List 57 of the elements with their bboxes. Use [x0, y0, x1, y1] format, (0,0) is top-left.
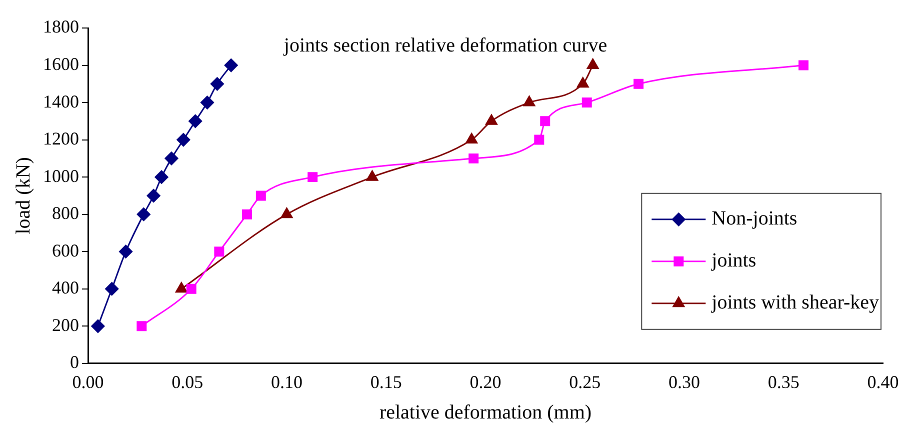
point: [186, 284, 196, 294]
y-tick-label: 1400: [43, 91, 79, 112]
point: [210, 77, 224, 91]
point: [188, 114, 202, 128]
point: [486, 114, 498, 125]
y-tick-label: 400: [52, 278, 79, 298]
x-tick-label: 0.10: [271, 372, 302, 392]
point: [634, 78, 644, 89]
y-tick-label: 1800: [43, 16, 79, 37]
point: [136, 321, 147, 332]
y-tick-label: 1000: [43, 166, 79, 186]
y-tick-label: 1200: [43, 128, 79, 149]
point: [214, 246, 224, 257]
point: [146, 188, 160, 202]
x-tick-label: 0.25: [569, 372, 601, 392]
legend-label: joints: [710, 250, 756, 272]
point: [586, 58, 599, 70]
point: [224, 58, 238, 72]
point: [175, 282, 188, 293]
legend-label: Non-joints: [712, 208, 798, 230]
legend-label: joints with shear-key: [710, 292, 879, 314]
point: [798, 60, 808, 70]
point: [466, 133, 478, 144]
point: [242, 209, 252, 220]
point: [468, 153, 479, 164]
point: [119, 244, 133, 258]
x-tick-label: 0.15: [370, 372, 402, 392]
x-tick-label: 0.05: [172, 372, 204, 392]
x-tick-label: 0.20: [470, 372, 502, 392]
y-tick-label: 800: [52, 203, 79, 224]
point: [200, 96, 214, 110]
point: [164, 152, 178, 166]
point: [154, 170, 168, 184]
point: [91, 319, 105, 333]
point: [136, 208, 150, 222]
point: [176, 133, 190, 147]
point: [366, 170, 378, 181]
x-tick-label: 0.40: [867, 372, 899, 392]
y-axis-title: load (kN): [12, 157, 34, 234]
y-tick-label: 1600: [43, 54, 79, 74]
point: [256, 190, 266, 201]
point: [308, 172, 318, 182]
point: [540, 116, 550, 126]
x-axis-title: relative deformation (mm): [379, 401, 592, 424]
point: [280, 208, 293, 218]
y-tick-label: 0: [70, 352, 79, 372]
chart-title: joints section relative deformation curve: [282, 34, 608, 56]
x-tick-label: 0.35: [768, 372, 800, 392]
x-tick-label: 0.30: [668, 372, 700, 392]
y-tick-label: 200: [52, 314, 79, 335]
y-tick-label: 600: [52, 240, 79, 260]
point: [576, 77, 589, 88]
point: [534, 134, 544, 145]
point: [105, 282, 119, 296]
point: [582, 98, 592, 108]
x-tick-label: 0.00: [72, 372, 104, 392]
point: [523, 96, 536, 106]
